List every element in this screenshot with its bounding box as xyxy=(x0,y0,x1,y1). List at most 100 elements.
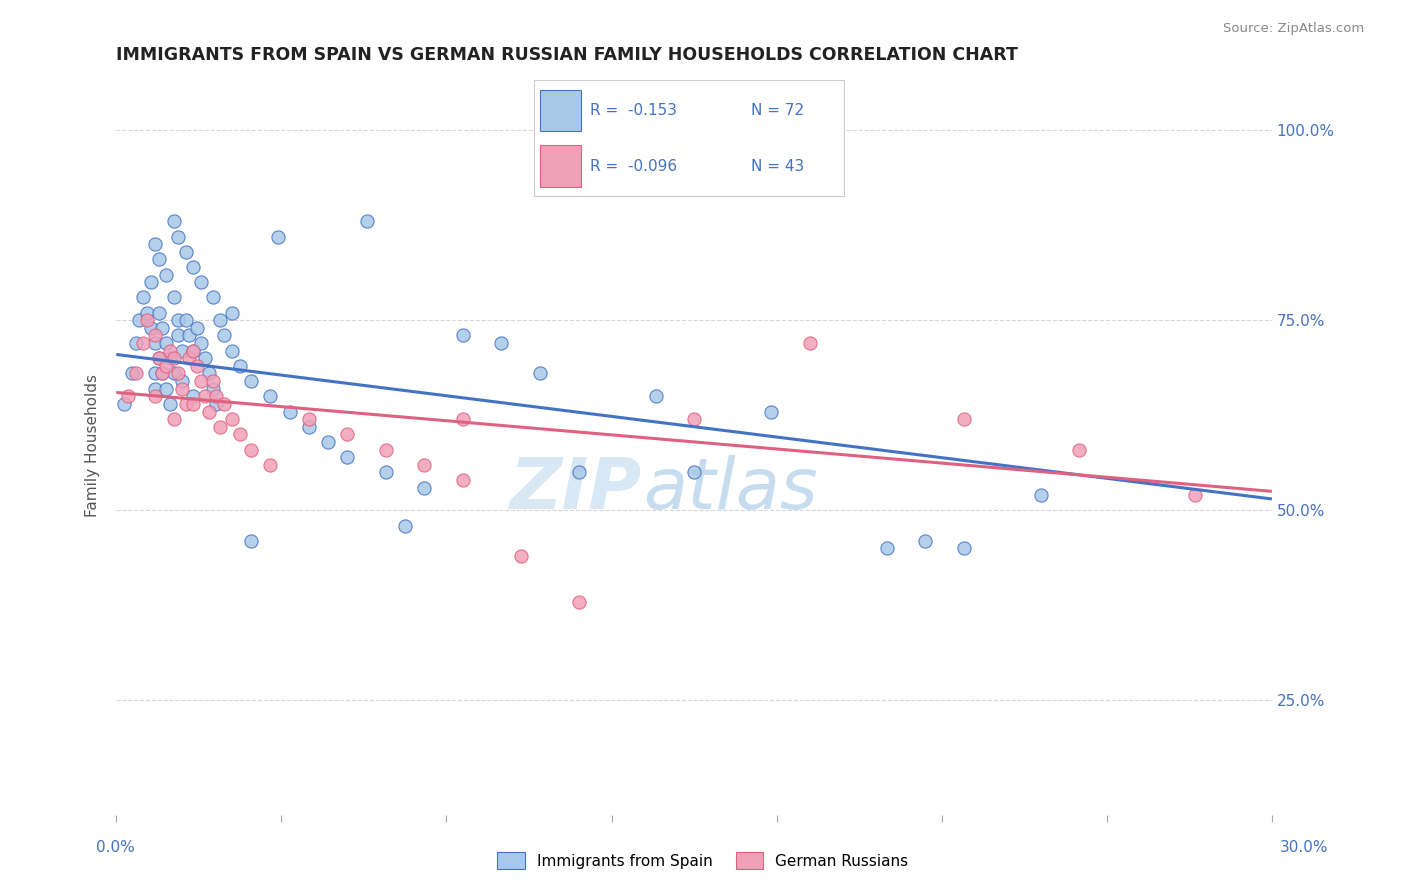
Point xyxy=(209,419,232,434)
Point xyxy=(155,382,177,396)
Text: IMMIGRANTS FROM SPAIN VS GERMAN RUSSIAN FAMILY HOUSEHOLDS CORRELATION CHART: IMMIGRANTS FROM SPAIN VS GERMAN RUSSIAN … xyxy=(117,46,1018,64)
Point xyxy=(112,397,135,411)
Point xyxy=(181,343,204,358)
Point xyxy=(143,367,166,381)
Point xyxy=(413,458,436,472)
Point xyxy=(159,397,181,411)
Point xyxy=(491,336,513,351)
Point xyxy=(529,367,551,381)
Point xyxy=(170,374,193,388)
Point xyxy=(212,397,235,411)
Point xyxy=(128,313,150,327)
Point xyxy=(413,481,436,495)
Point xyxy=(644,389,666,403)
Point xyxy=(759,404,782,418)
Point xyxy=(374,442,396,457)
Point xyxy=(205,389,228,403)
Point xyxy=(159,343,181,358)
Text: atlas: atlas xyxy=(643,456,818,524)
Point xyxy=(259,389,281,403)
Point xyxy=(117,389,139,403)
Point xyxy=(298,412,321,426)
Point xyxy=(155,359,177,373)
Bar xyxy=(540,89,581,131)
Point xyxy=(159,351,181,366)
Point xyxy=(1184,488,1206,502)
Point xyxy=(136,305,159,319)
Point xyxy=(799,336,821,351)
Point xyxy=(336,450,359,464)
Point xyxy=(163,351,186,366)
Point xyxy=(181,389,204,403)
Point xyxy=(221,412,243,426)
Point xyxy=(181,260,204,274)
Point xyxy=(876,541,898,556)
Point xyxy=(567,594,589,608)
Text: ZIP: ZIP xyxy=(510,456,643,524)
Point xyxy=(1069,442,1091,457)
Point xyxy=(1029,488,1052,502)
Point xyxy=(124,367,146,381)
Point xyxy=(143,389,166,403)
Point xyxy=(139,321,162,335)
Point xyxy=(683,412,706,426)
Point xyxy=(509,549,531,563)
Point xyxy=(336,427,359,442)
Point xyxy=(197,367,219,381)
Point xyxy=(163,290,186,304)
Point xyxy=(356,214,378,228)
Point xyxy=(167,328,190,343)
Point xyxy=(167,229,190,244)
Point xyxy=(121,367,143,381)
Point xyxy=(186,359,208,373)
Point xyxy=(267,229,290,244)
Point xyxy=(124,336,146,351)
Point xyxy=(152,321,174,335)
Point xyxy=(163,214,186,228)
Point xyxy=(278,404,301,418)
Point xyxy=(143,336,166,351)
Point xyxy=(155,336,177,351)
Point xyxy=(201,374,224,388)
Point xyxy=(179,328,201,343)
Point xyxy=(152,367,174,381)
Point xyxy=(201,382,224,396)
Point xyxy=(167,367,190,381)
Point xyxy=(170,382,193,396)
Point xyxy=(298,419,321,434)
Point xyxy=(228,427,250,442)
Point xyxy=(148,252,170,267)
Point xyxy=(143,328,166,343)
Point xyxy=(914,533,936,548)
Text: 0.0%: 0.0% xyxy=(96,840,135,855)
Point xyxy=(132,336,155,351)
Point xyxy=(259,458,281,472)
Point xyxy=(163,367,186,381)
Text: N = 43: N = 43 xyxy=(751,159,804,174)
Point xyxy=(136,313,159,327)
Y-axis label: Family Households: Family Households xyxy=(86,375,100,517)
Text: R =  -0.096: R = -0.096 xyxy=(591,159,678,174)
Point xyxy=(190,275,212,289)
Text: R =  -0.153: R = -0.153 xyxy=(591,103,676,118)
Point xyxy=(209,313,232,327)
Point xyxy=(240,442,263,457)
Point xyxy=(181,343,204,358)
Point xyxy=(394,518,416,533)
Point xyxy=(240,533,263,548)
Bar xyxy=(540,145,581,187)
Point xyxy=(240,374,263,388)
Point xyxy=(221,305,243,319)
Point xyxy=(143,237,166,252)
Text: 30.0%: 30.0% xyxy=(1281,840,1329,855)
Point xyxy=(316,434,339,449)
Point xyxy=(174,313,197,327)
Point xyxy=(170,343,193,358)
Point xyxy=(451,328,474,343)
Point xyxy=(148,351,170,366)
Point xyxy=(148,351,170,366)
Legend: Immigrants from Spain, German Russians: Immigrants from Spain, German Russians xyxy=(491,846,915,875)
Point xyxy=(163,412,186,426)
Point xyxy=(181,397,204,411)
Point xyxy=(190,336,212,351)
